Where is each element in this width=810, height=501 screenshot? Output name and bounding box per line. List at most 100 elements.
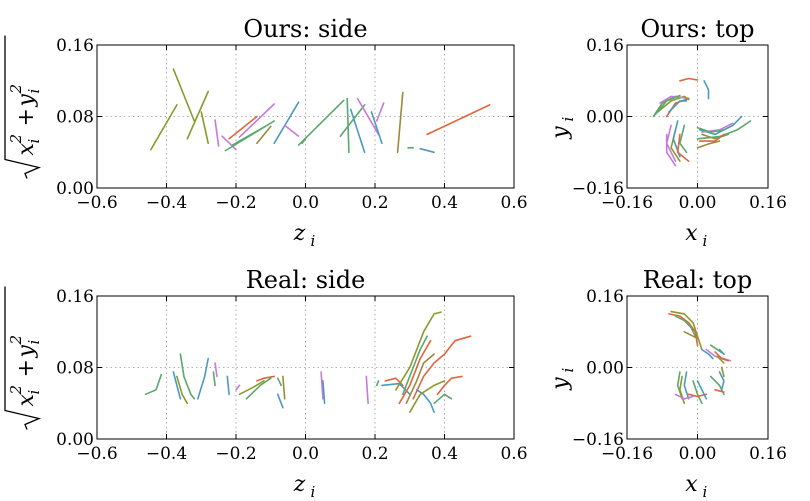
series-line-19 xyxy=(714,389,725,393)
y-tick-label: 0.16 xyxy=(586,287,624,307)
series-line-26 xyxy=(415,389,435,413)
radical-glyph: y xyxy=(14,94,39,108)
y-tick-label: 0.08 xyxy=(56,108,94,128)
x-tick-label: 0.16 xyxy=(749,444,787,464)
series-line-17 xyxy=(696,140,721,149)
series-line-18 xyxy=(698,133,725,142)
series-line-3 xyxy=(200,111,209,145)
series-line-4 xyxy=(197,357,209,400)
x-tick-label: 0.2 xyxy=(361,444,388,464)
y-tick-label: 0.16 xyxy=(56,287,94,307)
series-line-11 xyxy=(256,375,275,382)
series-line-0 xyxy=(172,68,196,122)
series-line-25 xyxy=(412,335,472,400)
series-line-8 xyxy=(221,135,237,151)
x-axis-label: x xyxy=(685,221,698,246)
y-axis-label-main: y xyxy=(548,377,573,391)
y-tick-label: −0.16 xyxy=(572,179,624,199)
series-line-8 xyxy=(235,384,241,391)
series-line-13 xyxy=(665,133,677,167)
y-axis-label-radical: xi2+yi2 xyxy=(4,286,43,430)
series-line-7 xyxy=(226,375,230,396)
x-tick-label: 0.00 xyxy=(679,444,717,464)
radical-sign xyxy=(4,35,42,179)
series-line-1 xyxy=(668,313,699,346)
radical-sign xyxy=(4,286,42,430)
series-line-10 xyxy=(245,377,272,400)
series-line-6 xyxy=(668,100,688,113)
x-tick-label: 0.6 xyxy=(500,444,527,464)
chart-title: Ours: top xyxy=(640,15,754,43)
series-line-9 xyxy=(256,125,272,145)
series-line-7 xyxy=(228,115,258,140)
x-axis-label-subscript: i xyxy=(703,483,708,501)
series-line-2 xyxy=(186,90,209,140)
x-axis-label: z xyxy=(293,472,306,497)
x-tick-label: −0.2 xyxy=(215,444,256,464)
series-line-11 xyxy=(683,371,690,400)
series-line-18 xyxy=(375,380,380,387)
radical-glyph: x xyxy=(14,143,39,156)
y-tick-label: 0.08 xyxy=(56,359,94,379)
series-line-11 xyxy=(676,133,690,162)
y-axis-label-main: y xyxy=(548,126,573,140)
x-axis-label: z xyxy=(293,221,306,246)
series-line-3 xyxy=(683,331,699,340)
y-tick-label: 0.00 xyxy=(586,108,624,128)
series-line-12 xyxy=(679,124,688,154)
series-line-24 xyxy=(426,104,491,136)
x-axis-label-subscript: i xyxy=(311,483,316,501)
series-line-28 xyxy=(436,375,463,396)
series-line-0 xyxy=(679,77,699,82)
series-line-23 xyxy=(419,147,435,154)
series-line-22 xyxy=(398,339,432,405)
series-line-16 xyxy=(696,380,708,400)
y-tick-label: 0.00 xyxy=(56,430,94,450)
y-tick-label: 0.16 xyxy=(586,36,624,56)
series-line-15 xyxy=(696,120,752,140)
chart-title: Real: top xyxy=(643,266,752,294)
series-line-14 xyxy=(674,393,694,400)
y-axis-label-subscript: i xyxy=(559,368,577,373)
series-line-4 xyxy=(701,348,714,360)
series-line-13 xyxy=(276,393,284,409)
series-line-18 xyxy=(356,97,380,136)
series-line-1 xyxy=(150,104,178,151)
series-line-10 xyxy=(224,120,275,152)
series-line-3 xyxy=(179,353,196,400)
radical-glyph: x xyxy=(14,394,39,407)
x-tick-label: 0.4 xyxy=(431,444,458,464)
series-line-9 xyxy=(718,348,725,355)
series-line-23 xyxy=(402,335,428,396)
series-line-7 xyxy=(714,351,730,362)
x-tick-label: −0.4 xyxy=(146,444,187,464)
series-line-5 xyxy=(238,103,275,138)
panel-ours-side: −0.6 −0.4 −0.2 0.0 0.2 0.4 0.6 0.00 0.08 0.16 Ours… xyxy=(4,15,528,250)
y-tick-label: 0.00 xyxy=(586,359,624,379)
x-tick-label: 0.6 xyxy=(500,193,527,213)
series-line-21 xyxy=(395,311,442,391)
series-line-3 xyxy=(657,95,690,113)
x-tick-label: 0.00 xyxy=(679,193,717,213)
y-axis-label: yi xyxy=(548,117,577,140)
x-axis-label-subscript: i xyxy=(311,232,316,250)
series-line-7 xyxy=(654,94,681,116)
series-line-15 xyxy=(687,393,708,398)
x-tick-label: 0.4 xyxy=(431,193,458,213)
series-line-9 xyxy=(238,380,265,396)
series-line-21 xyxy=(396,91,404,154)
radical-glyph: i xyxy=(25,340,43,345)
series-line-16 xyxy=(349,108,366,154)
y-axis-label: yi xyxy=(548,368,577,391)
x-tick-label: −0.16 xyxy=(601,193,653,213)
series-line-17 xyxy=(339,104,366,137)
series-line-11 xyxy=(273,101,300,145)
panel-real-side: −0.6 −0.4 −0.2 0.0 0.2 0.4 0.6 0.00 0.08 0.16 Real… xyxy=(4,266,528,501)
series-line-12 xyxy=(283,124,300,137)
radical-glyph: 2 xyxy=(7,84,25,95)
series-line-24 xyxy=(405,353,435,405)
series-line-5 xyxy=(212,371,216,387)
series-line-13 xyxy=(692,380,703,405)
